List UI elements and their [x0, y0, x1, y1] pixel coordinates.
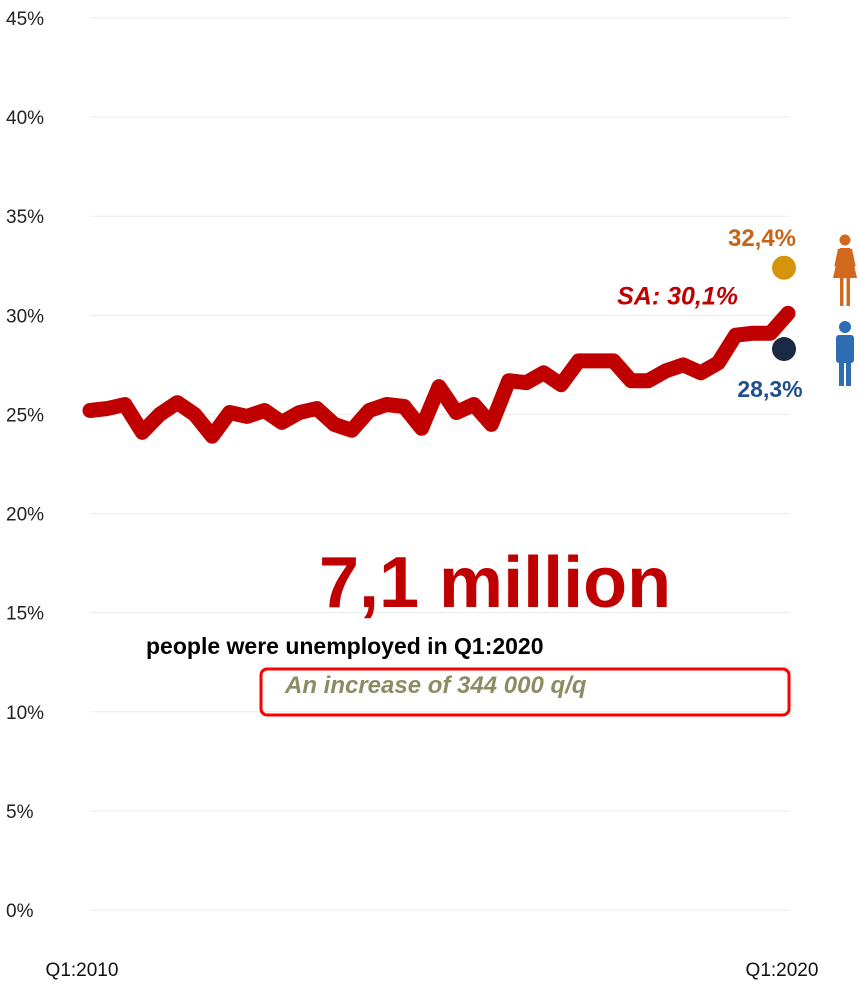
x-tick-start: Q1:2010 [46, 960, 119, 981]
female-value-label: 32,4% [728, 225, 796, 252]
y-tick-label: 25% [6, 405, 44, 426]
male-person-icon [836, 321, 854, 386]
male-point [772, 337, 796, 362]
gridlines [90, 17, 790, 911]
male-value-label: 28,3% [737, 376, 802, 402]
x-tick-end: Q1:2020 [746, 960, 819, 981]
y-tick-label: 5% [6, 802, 34, 823]
female-point [772, 255, 796, 280]
female-person-icon [833, 234, 857, 306]
y-tick-label: 10% [6, 703, 44, 724]
y-tick-label: 30% [6, 306, 44, 327]
headline-subtext: people were unemployed in Q1:2020 [146, 633, 544, 659]
y-tick-label: 35% [6, 207, 44, 228]
sa-unemployment-line [82, 305, 796, 444]
y-tick-label: 20% [6, 505, 44, 526]
headline-value: 7,1 million [319, 543, 671, 623]
y-tick-label: 0% [6, 901, 34, 922]
increase-box [259, 667, 791, 717]
y-axis-ticks: 0% 5% 10% 15% 20% 25% 30% 35% 40% 45% [6, 9, 44, 922]
y-tick-label: 45% [6, 9, 44, 30]
increase-text: An increase of 344 000 q/q [284, 672, 587, 699]
y-tick-label: 15% [6, 604, 44, 625]
series-end-label: SA: 30,1% [617, 282, 738, 310]
series-layer [82, 305, 796, 444]
y-tick-label: 40% [6, 108, 44, 129]
